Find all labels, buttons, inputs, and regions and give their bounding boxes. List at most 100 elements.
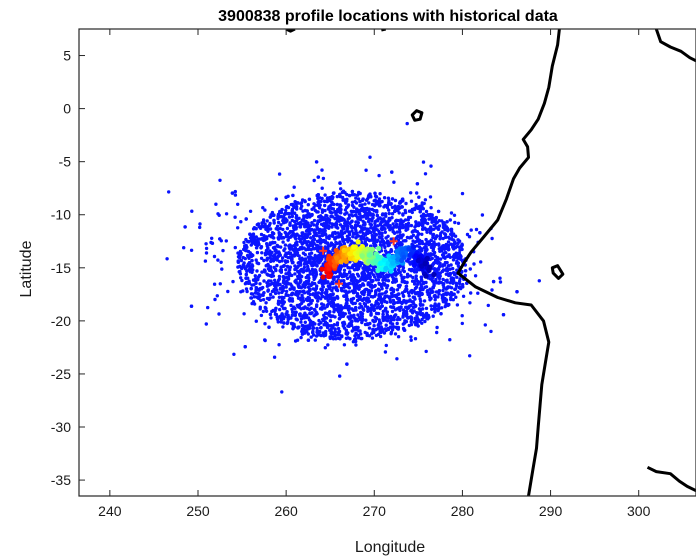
x-tick-label: 280 <box>451 503 475 519</box>
coastline <box>456 29 561 496</box>
historical-point <box>275 224 280 228</box>
historical-point <box>400 280 404 284</box>
historical-point <box>318 196 322 200</box>
historical-point <box>268 273 272 278</box>
historical-point <box>455 259 459 263</box>
historical-point <box>358 317 363 322</box>
historical-point <box>405 121 409 126</box>
historical-point <box>248 232 252 236</box>
historical-point <box>308 214 312 218</box>
historical-point <box>430 256 434 261</box>
historical-point <box>456 221 461 225</box>
historical-point <box>381 278 385 282</box>
historical-point <box>421 287 425 292</box>
historical-point <box>425 230 429 234</box>
historical-point <box>434 279 438 283</box>
historical-point <box>390 309 395 314</box>
profile-point <box>347 251 353 257</box>
axis-ticks: 240 250 260 270 280 290 30050-5-10-15-20-25-30… <box>51 29 651 519</box>
profile-point <box>383 265 389 271</box>
historical-point <box>404 228 408 232</box>
historical-point <box>302 214 306 218</box>
historical-point <box>420 241 425 246</box>
historical-point <box>353 326 357 330</box>
historical-point <box>244 272 248 277</box>
historical-point <box>385 223 390 227</box>
historical-point <box>393 313 398 317</box>
historical-point <box>402 328 407 332</box>
profile-point <box>338 259 344 265</box>
historical-point <box>381 316 385 321</box>
historical-point <box>224 239 228 243</box>
historical-point <box>272 265 276 270</box>
historical-point <box>463 269 468 273</box>
historical-point <box>424 280 428 285</box>
historical-point <box>272 218 276 223</box>
historical-point <box>403 210 408 215</box>
historical-point <box>318 279 322 283</box>
historical-point <box>380 220 385 224</box>
historical-point <box>353 199 357 204</box>
historical-point <box>383 245 387 250</box>
historical-point <box>358 199 362 204</box>
profile-point <box>355 239 361 245</box>
coastline <box>646 465 696 493</box>
historical-point <box>190 209 194 213</box>
historical-point <box>264 235 269 240</box>
historical-point <box>424 237 428 242</box>
historical-point <box>400 301 404 305</box>
historical-point <box>354 210 358 214</box>
historical-point <box>302 222 306 226</box>
historical-point <box>288 255 292 260</box>
historical-point <box>421 303 425 307</box>
historical-point <box>415 316 420 321</box>
historical-point <box>250 258 254 263</box>
historical-point <box>359 332 363 336</box>
historical-point <box>450 237 454 241</box>
historical-point <box>281 275 285 279</box>
historical-point <box>215 294 219 298</box>
historical-point <box>366 300 370 304</box>
historical-point <box>334 222 339 227</box>
historical-point <box>345 291 349 295</box>
historical-point <box>284 251 288 255</box>
historical-point <box>301 324 305 328</box>
historical-point <box>342 322 347 326</box>
historical-point <box>342 242 346 246</box>
historical-point <box>428 273 432 278</box>
historical-point <box>267 325 271 329</box>
historical-point <box>350 200 355 204</box>
historical-point <box>436 275 440 279</box>
historical-point <box>391 301 396 306</box>
historical-point <box>448 338 452 342</box>
historical-point <box>290 284 294 288</box>
historical-point <box>282 263 286 268</box>
historical-point <box>320 168 324 172</box>
historical-point <box>274 286 278 290</box>
historical-point <box>277 343 281 347</box>
historical-point <box>386 275 390 279</box>
historical-point <box>414 274 418 278</box>
historical-point <box>409 335 413 339</box>
historical-point <box>380 304 384 308</box>
historical-point <box>446 240 451 244</box>
historical-point <box>288 265 292 269</box>
historical-point <box>248 251 252 255</box>
historical-point <box>468 301 472 305</box>
historical-point <box>401 219 406 223</box>
historical-point <box>331 299 335 303</box>
historical-point <box>358 302 362 306</box>
historical-point <box>378 216 382 220</box>
historical-point <box>322 216 326 220</box>
historical-point <box>309 251 314 255</box>
historical-point <box>299 335 303 340</box>
historical-point <box>261 298 266 302</box>
historical-point <box>263 338 267 343</box>
historical-point <box>372 284 376 289</box>
historical-point <box>239 258 244 263</box>
historical-point <box>332 278 336 282</box>
historical-point <box>336 304 340 309</box>
historical-point <box>436 295 440 299</box>
historical-point <box>293 264 297 268</box>
historical-point <box>443 232 447 236</box>
